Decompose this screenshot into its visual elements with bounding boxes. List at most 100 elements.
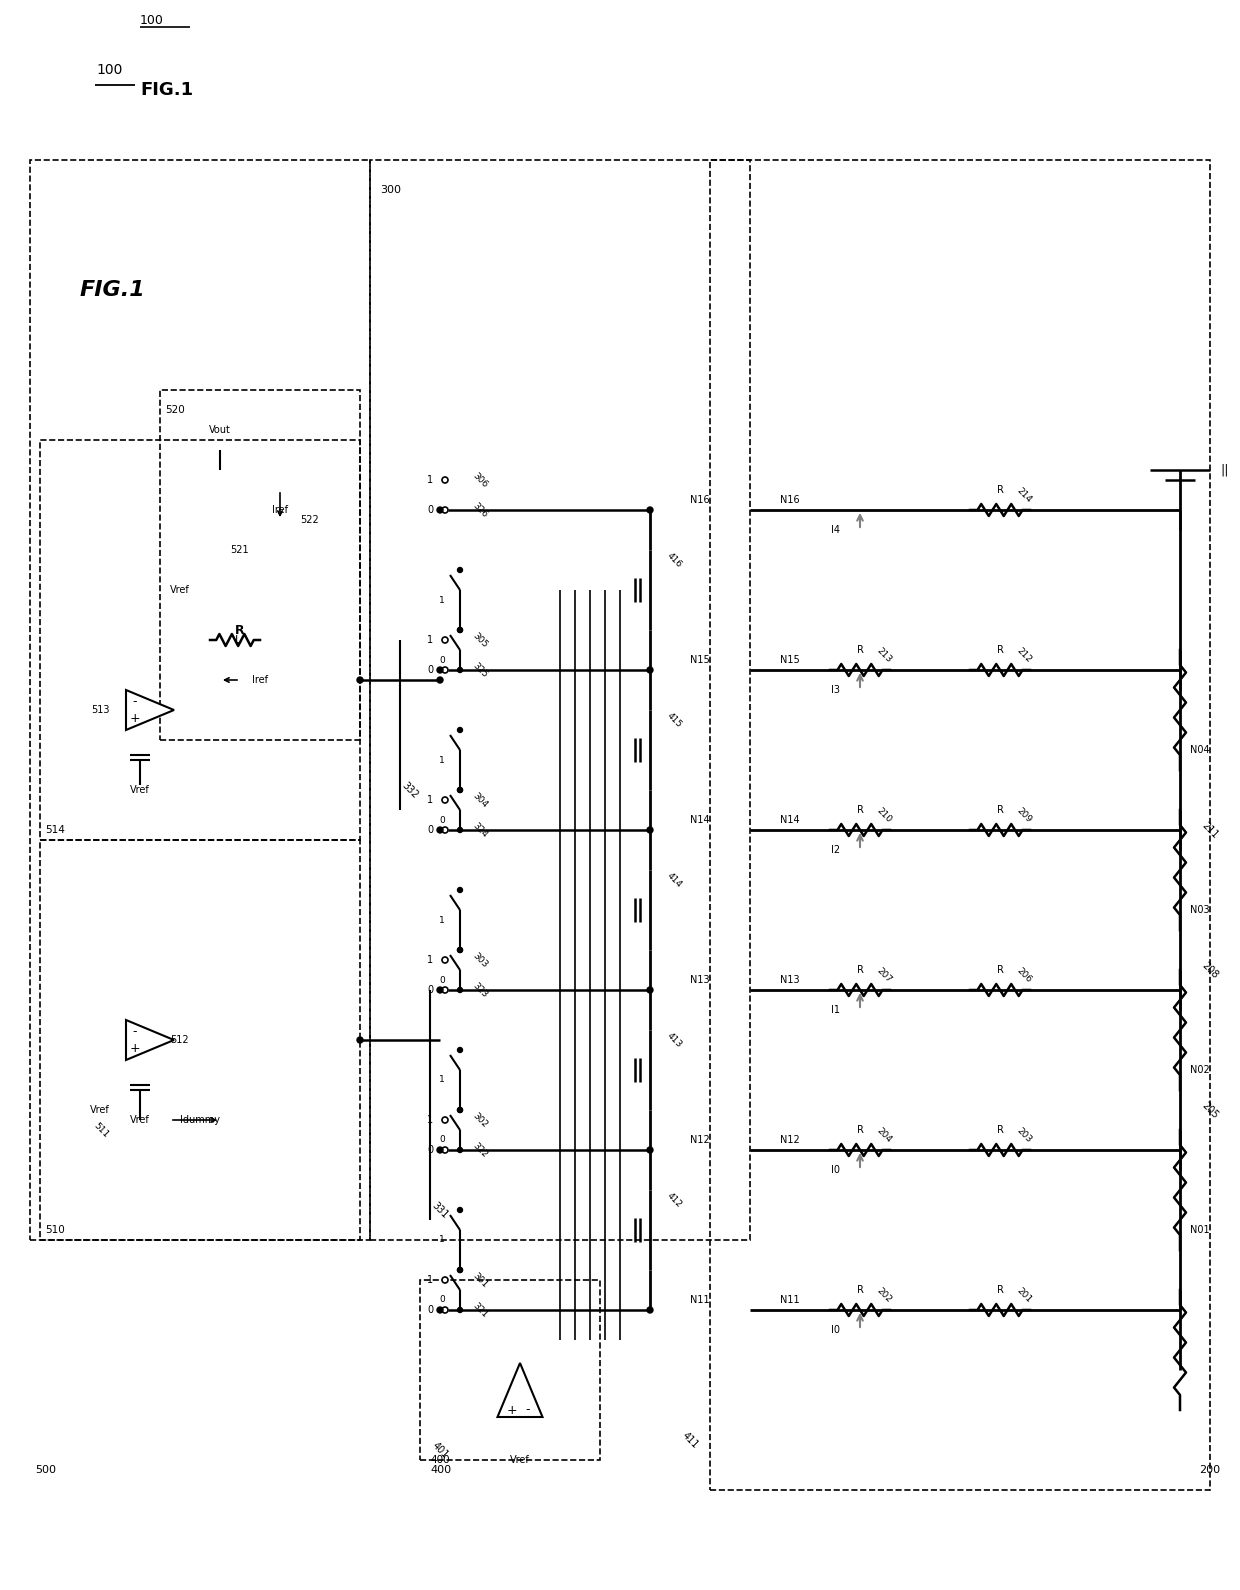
Circle shape — [436, 666, 443, 673]
Text: 200: 200 — [1199, 1464, 1220, 1476]
Text: -: - — [133, 1026, 138, 1038]
Text: 1: 1 — [427, 795, 433, 805]
Text: R: R — [997, 1285, 1003, 1294]
Polygon shape — [126, 1021, 174, 1061]
Text: 322: 322 — [471, 1140, 490, 1159]
Text: 209: 209 — [1016, 806, 1033, 824]
Text: N12: N12 — [780, 1135, 800, 1145]
Text: 1: 1 — [439, 755, 445, 765]
Text: 411: 411 — [680, 1429, 701, 1450]
Circle shape — [441, 797, 448, 803]
Text: 400: 400 — [430, 1455, 450, 1464]
Circle shape — [441, 1146, 448, 1153]
Circle shape — [458, 948, 463, 952]
Text: 0: 0 — [439, 1135, 445, 1145]
Polygon shape — [497, 1363, 542, 1417]
Text: N11: N11 — [780, 1294, 800, 1305]
Text: 0: 0 — [439, 816, 445, 825]
Circle shape — [458, 668, 463, 673]
Text: Vout: Vout — [210, 425, 231, 436]
Circle shape — [458, 1048, 463, 1053]
Text: N15: N15 — [780, 655, 800, 665]
Text: N03: N03 — [1190, 905, 1210, 914]
Text: R: R — [997, 646, 1003, 655]
Text: 203: 203 — [1016, 1126, 1033, 1145]
Text: 213: 213 — [875, 646, 894, 665]
Text: N13: N13 — [780, 975, 800, 984]
Text: 1: 1 — [439, 1075, 445, 1084]
Text: 206: 206 — [1016, 965, 1033, 984]
Text: R: R — [997, 965, 1003, 975]
Text: 300: 300 — [379, 184, 401, 196]
Text: +: + — [130, 711, 140, 725]
Text: FIG.1: FIG.1 — [140, 81, 193, 99]
Text: R: R — [857, 805, 863, 816]
Text: N12: N12 — [691, 1135, 709, 1145]
Text: 0: 0 — [439, 1296, 445, 1304]
Text: 1: 1 — [427, 634, 433, 646]
Circle shape — [458, 887, 463, 892]
Text: Iref: Iref — [272, 506, 288, 515]
Circle shape — [458, 628, 463, 633]
Circle shape — [436, 827, 443, 833]
Circle shape — [436, 1146, 443, 1153]
Text: 512: 512 — [170, 1035, 188, 1045]
Text: 521: 521 — [229, 545, 249, 555]
Bar — [711, 161, 1210, 1490]
Text: 332: 332 — [401, 781, 420, 800]
Text: L: L — [236, 634, 242, 646]
Text: 412: 412 — [665, 1191, 683, 1208]
Circle shape — [647, 1146, 653, 1153]
Text: 1: 1 — [427, 475, 433, 485]
Text: 305: 305 — [471, 631, 490, 649]
Circle shape — [647, 987, 653, 994]
Text: ||: || — [1220, 464, 1229, 477]
Circle shape — [647, 507, 653, 514]
Text: 514: 514 — [45, 825, 64, 835]
Text: 413: 413 — [665, 1030, 683, 1049]
Text: 323: 323 — [471, 981, 490, 999]
Text: 1: 1 — [427, 1275, 433, 1285]
Text: FIG.1: FIG.1 — [81, 280, 146, 301]
Text: 304: 304 — [471, 790, 490, 809]
Circle shape — [458, 987, 463, 992]
Text: 0: 0 — [427, 1305, 433, 1315]
Text: 100: 100 — [97, 64, 123, 76]
Text: 324: 324 — [471, 820, 490, 840]
Text: 212: 212 — [1016, 646, 1033, 665]
Bar — [420, 1280, 600, 1460]
Text: Vref: Vref — [130, 1115, 150, 1126]
Circle shape — [647, 827, 653, 833]
Text: 211: 211 — [1200, 820, 1220, 840]
Text: 1: 1 — [427, 1115, 433, 1126]
Text: 1: 1 — [439, 1235, 445, 1245]
Circle shape — [441, 987, 448, 994]
Circle shape — [458, 1307, 463, 1312]
Text: 306: 306 — [471, 471, 490, 490]
Text: 1: 1 — [427, 956, 433, 965]
Text: 204: 204 — [875, 1126, 893, 1145]
Text: N01: N01 — [1190, 1224, 1210, 1235]
Circle shape — [436, 987, 443, 994]
Text: Iref: Iref — [252, 676, 268, 685]
Text: 210: 210 — [875, 806, 894, 824]
Text: I2: I2 — [831, 844, 839, 855]
Text: 325: 325 — [471, 661, 490, 679]
Polygon shape — [126, 690, 174, 730]
Text: N15: N15 — [691, 655, 709, 665]
Text: Vref: Vref — [510, 1455, 529, 1464]
Text: 0: 0 — [439, 655, 445, 665]
Text: N04: N04 — [1190, 746, 1210, 755]
Circle shape — [357, 677, 363, 684]
Circle shape — [458, 628, 463, 633]
Text: 511: 511 — [92, 1121, 110, 1140]
Text: 1: 1 — [439, 596, 445, 604]
Text: Idummy: Idummy — [180, 1115, 219, 1126]
Text: 208: 208 — [1200, 960, 1220, 979]
Bar — [40, 440, 360, 840]
Text: R: R — [997, 485, 1003, 494]
Circle shape — [436, 507, 443, 514]
Text: 401: 401 — [430, 1441, 450, 1460]
Circle shape — [458, 1108, 463, 1113]
Bar — [30, 161, 370, 1240]
